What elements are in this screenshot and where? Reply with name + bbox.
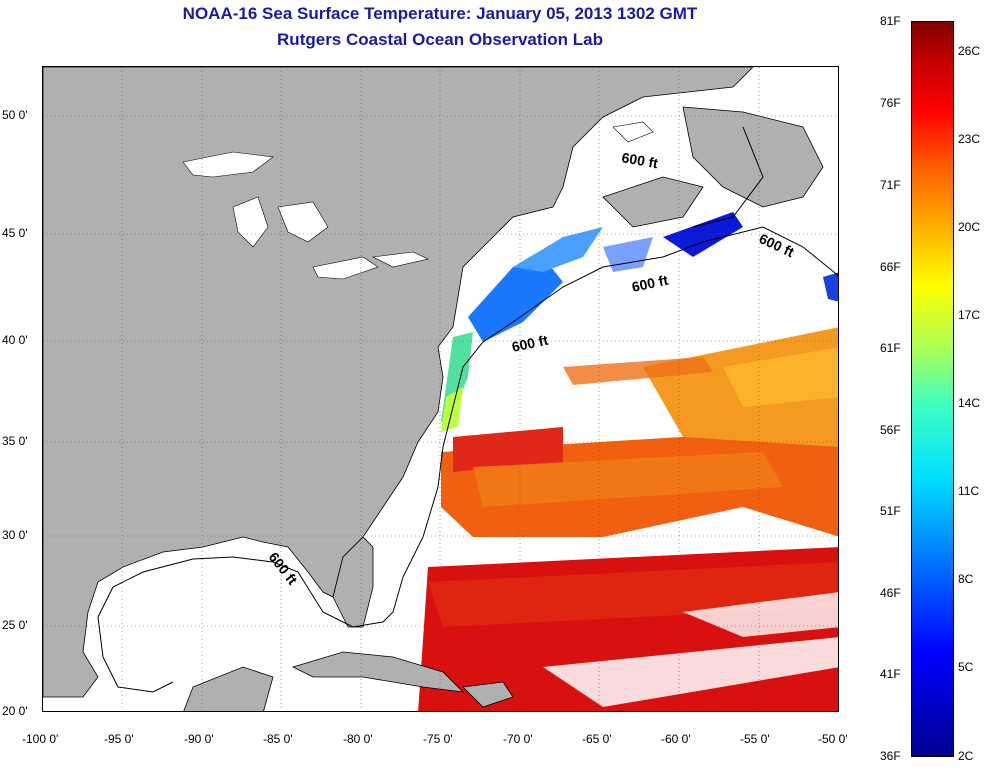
- lon-tick-label: -75 0': [423, 732, 453, 746]
- colorbar-f-label: 81F: [880, 14, 901, 28]
- colorbar-f-label: 56F: [880, 423, 901, 437]
- colorbar-c-label: 23C: [958, 132, 981, 146]
- lat-tick-label: 25 0': [2, 618, 28, 632]
- colorbar-c-label: 8C: [958, 572, 974, 586]
- colorbar-f-label: 76F: [880, 96, 901, 110]
- colorbar-f-label: 36F: [880, 749, 901, 763]
- 600ft-contour: [97, 126, 838, 693]
- lat-tick-label: 30 0': [2, 528, 28, 542]
- colorbar-c-label: 2C: [958, 749, 974, 763]
- lat-tick-label: 40 0': [2, 333, 28, 347]
- lon-tick-label: -90 0': [184, 732, 214, 746]
- lon-tick-label: -70 0': [503, 732, 533, 746]
- sst-map: 600 ft 600 ft 600 ft 600 ft 600 ft: [42, 66, 839, 712]
- colorbar-f-label: 71F: [880, 178, 901, 192]
- lat-tick-label: 45 0': [2, 226, 28, 240]
- contour-label-newfoundland: 600 ft: [620, 149, 659, 171]
- colorbar-c-label: 11C: [958, 484, 980, 498]
- sst-data-layer: [418, 212, 838, 711]
- great-lakes: [182, 121, 654, 280]
- temperature-colorbar: [911, 21, 954, 757]
- lon-tick-label: -65 0': [582, 732, 612, 746]
- contour-label-georges: 600 ft: [630, 272, 669, 295]
- graticule: [43, 67, 838, 711]
- colorbar-f-label: 66F: [880, 260, 901, 274]
- lat-tick-label: 20 0': [2, 704, 28, 718]
- lon-tick-label: -60 0': [661, 732, 691, 746]
- lon-tick-label: -100 0': [22, 732, 59, 746]
- colorbar-c-label: 26C: [958, 44, 981, 58]
- sst-map-canvas: 600 ft 600 ft 600 ft 600 ft 600 ft: [43, 67, 838, 711]
- lon-tick-label: -55 0': [740, 732, 770, 746]
- lon-tick-label: -80 0': [343, 732, 373, 746]
- lat-tick-label: 50 0': [2, 108, 28, 122]
- colorbar-c-label: 5C: [958, 660, 974, 674]
- lon-tick-label: -85 0': [263, 732, 293, 746]
- contour-label-mid-atlantic: 600 ft: [510, 332, 549, 355]
- colorbar-c-label: 20C: [958, 220, 981, 234]
- colorbar-f-label: 51F: [880, 504, 901, 518]
- land-layer: [43, 67, 824, 711]
- colorbar-c-label: 17C: [958, 308, 981, 322]
- colorbar-c-label: 14C: [958, 396, 981, 410]
- colorbar-f-label: 46F: [880, 586, 901, 600]
- map-title: NOAA-16 Sea Surface Temperature: January…: [182, 4, 698, 23]
- lat-tick-label: 35 0': [2, 434, 28, 448]
- map-subtitle: Rutgers Coastal Ocean Observation Lab: [277, 30, 603, 49]
- lon-tick-label: -50 0': [818, 732, 848, 746]
- colorbar-f-label: 41F: [880, 667, 901, 681]
- lon-tick-label: -95 0': [104, 732, 134, 746]
- colorbar-f-label: 61F: [880, 341, 901, 355]
